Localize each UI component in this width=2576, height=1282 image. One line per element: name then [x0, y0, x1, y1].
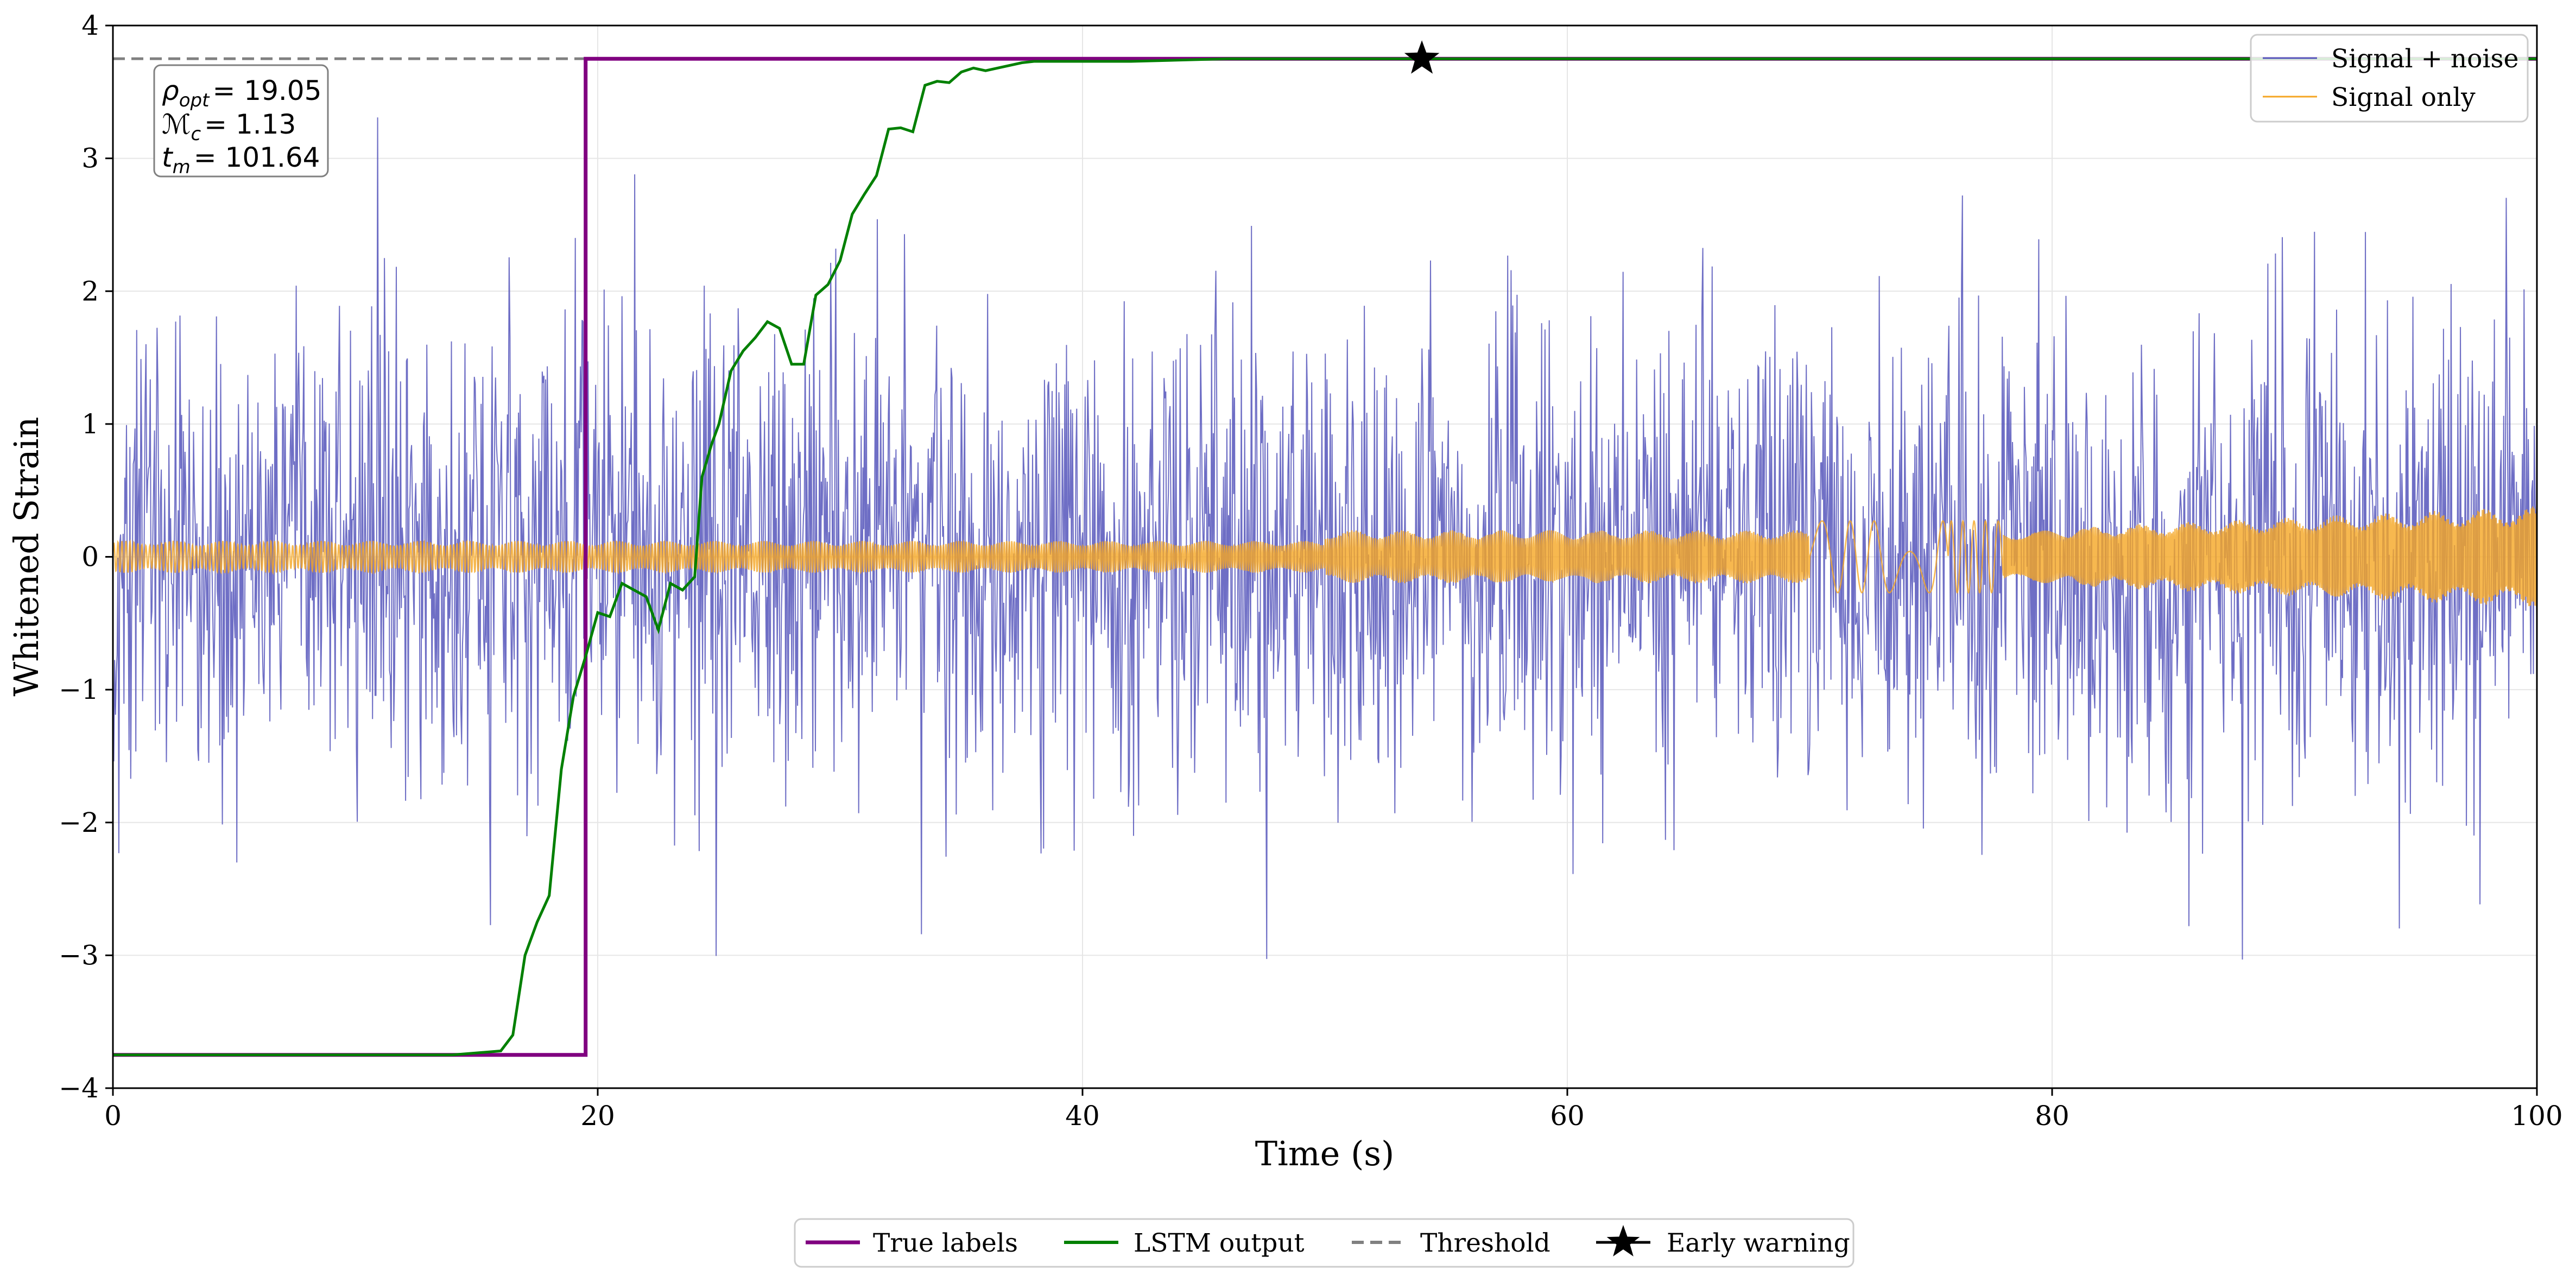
y-tick-label: −4 [59, 1072, 99, 1104]
annotation-mc: ℳc = 1.13 [162, 109, 296, 145]
x-tick-label: 0 [104, 1100, 122, 1132]
annotation-box [153, 64, 329, 178]
y-tick-label: −1 [59, 674, 99, 705]
legend-bottom-box [794, 1218, 1855, 1268]
legend-label-signal-noise: Signal + noise [2331, 44, 2518, 74]
y-tick-label: −3 [59, 939, 99, 971]
legend-upper-box [2250, 34, 2529, 123]
y-tick-label: 2 [81, 275, 99, 307]
x-tick-label: 20 [580, 1100, 615, 1132]
series-lstm-output [113, 57, 2537, 1057]
early-warning-marker [1404, 40, 1440, 74]
y-tick-label: −2 [59, 807, 99, 838]
x-tick-label: 60 [1550, 1100, 1585, 1132]
legend-bottom: True labels LSTM output Threshold Early … [794, 1218, 1855, 1268]
x-tick-label: 80 [2035, 1100, 2069, 1132]
annotation-rho: ρopt = 19.05 [162, 75, 321, 111]
y-tick-label: 3 [81, 143, 99, 174]
y-axis-title: Whitened Strain [7, 417, 46, 697]
annotation-tm: tm = 101.64 [162, 142, 320, 178]
legend-label-early-warning: Early warning [1667, 1228, 1850, 1258]
parameter-annotation: ρopt = 19.05 ℳc = 1.13 tm = 101.64 [153, 64, 329, 178]
x-tick-label: 100 [2511, 1100, 2562, 1132]
marker-layer [1404, 40, 1440, 74]
legend-label-signal-only: Signal only [2331, 83, 2476, 112]
axes: 0 20 40 60 80 100 −4 −3 −2 −1 0 1 2 3 4 [59, 10, 2562, 1132]
plot-area [113, 56, 2537, 1057]
legend-upper: Signal + noise Signal only [2250, 34, 2529, 123]
series-signal-only [113, 506, 2537, 607]
y-tick-label: 1 [81, 408, 99, 440]
legend-swatch-early-warning-star [1606, 1225, 1640, 1256]
x-tick-label: 40 [1065, 1100, 1100, 1132]
legend-label-true-labels: True labels [873, 1228, 1018, 1258]
y-tick-label: 0 [81, 541, 99, 573]
legend-label-threshold: Threshold [1420, 1228, 1550, 1258]
y-tick-label: 4 [81, 10, 99, 41]
legend-label-lstm-output: LSTM output [1134, 1228, 1305, 1258]
x-axis-title: Time (s) [1255, 1134, 1395, 1173]
